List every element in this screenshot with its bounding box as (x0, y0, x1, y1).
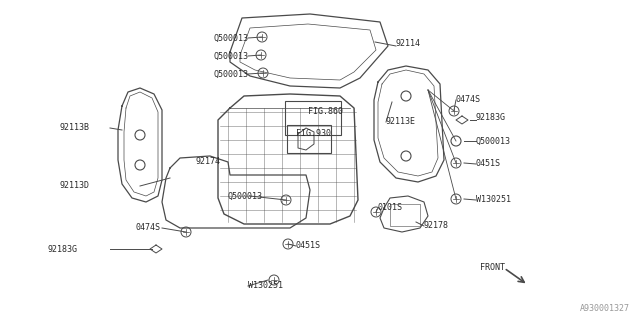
Text: Q500013: Q500013 (213, 52, 248, 60)
Text: 92183G: 92183G (48, 244, 78, 253)
Text: Q500013: Q500013 (228, 191, 263, 201)
Text: FIG.860: FIG.860 (308, 107, 343, 116)
Text: FIG.930: FIG.930 (296, 130, 331, 139)
Text: 92113B: 92113B (60, 124, 90, 132)
Text: A930001327: A930001327 (580, 304, 630, 313)
Text: W130251: W130251 (476, 195, 511, 204)
Text: 0474S: 0474S (456, 94, 481, 103)
Text: Q500013: Q500013 (476, 137, 511, 146)
Text: FRONT: FRONT (480, 263, 505, 273)
Text: 92113D: 92113D (60, 181, 90, 190)
Text: 92183G: 92183G (476, 114, 506, 123)
Text: Q500013: Q500013 (213, 34, 248, 43)
Text: 0451S: 0451S (476, 158, 501, 167)
Text: Q500013: Q500013 (213, 69, 248, 78)
Text: W130251: W130251 (248, 282, 283, 291)
Text: 92113E: 92113E (386, 116, 416, 125)
Text: 0451S: 0451S (296, 242, 321, 251)
Text: 0101S: 0101S (378, 204, 403, 212)
Text: 0474S: 0474S (136, 223, 161, 233)
Text: 92114: 92114 (396, 39, 421, 49)
Text: 92178: 92178 (424, 221, 449, 230)
Text: 92174: 92174 (196, 156, 221, 165)
